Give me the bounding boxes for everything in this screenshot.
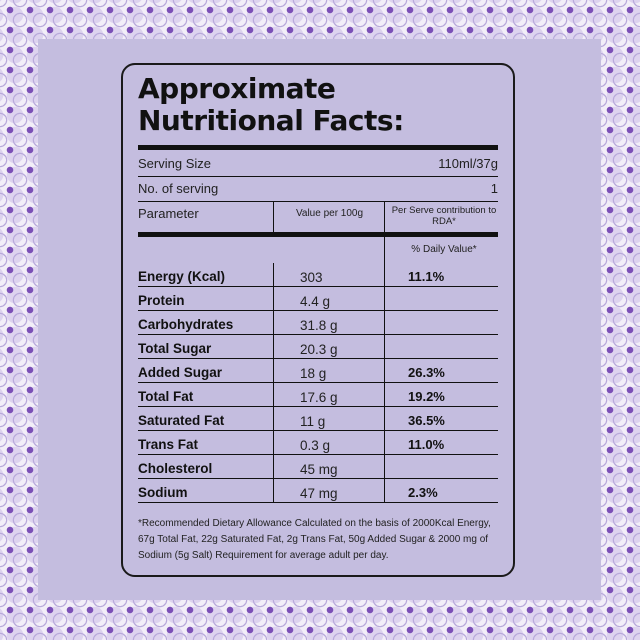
- nutrient-rda: 11.1%: [408, 269, 445, 284]
- column-divider: [384, 263, 385, 503]
- column-header-row: Parameter Value per 100g Per Serve contr…: [138, 202, 498, 232]
- nutrient-value: 31.8 g: [300, 318, 338, 333]
- row-divider: [138, 478, 498, 479]
- nutrient-row: Total Fat 17.6 g 19.2%: [138, 383, 498, 407]
- serving-size-value: 110ml/37g: [438, 156, 498, 171]
- row-divider: [138, 286, 498, 287]
- nutrient-row: Total Sugar 20.3 g: [138, 335, 498, 359]
- nutrition-title: Approximate Nutritional Facts:: [138, 73, 404, 137]
- nutrient-value: 4.4 g: [300, 294, 331, 309]
- column-divider: [384, 237, 385, 287]
- row-divider: [138, 454, 498, 455]
- nutrient-row: Trans Fat 0.3 g 11.0%: [138, 431, 498, 455]
- column-divider: [273, 263, 274, 503]
- rda-footnote: *Recommended Dietary Allowance Calculate…: [138, 518, 491, 561]
- nutrient-name: Energy (Kcal): [138, 269, 226, 284]
- column-divider: [273, 202, 274, 232]
- nutrient-name: Total Fat: [138, 389, 194, 404]
- serving-size-label: Serving Size: [138, 156, 211, 171]
- column-divider: [384, 202, 385, 232]
- nutrient-name: Carbohydrates: [138, 317, 234, 332]
- row-divider: [138, 430, 498, 431]
- nutrient-rda: 11.0%: [408, 437, 445, 452]
- divider: [138, 201, 498, 202]
- nutrient-name: Total Sugar: [138, 341, 212, 356]
- nutrient-row: Added Sugar 18 g 26.3%: [138, 359, 498, 383]
- serving-size-row: Serving Size 110ml/37g: [138, 152, 498, 176]
- top-thick-rule: [138, 145, 498, 150]
- nutrient-value: 45 mg: [300, 462, 338, 477]
- nutrient-row: Saturated Fat 11 g 36.5%: [138, 407, 498, 431]
- nutrient-row: Sodium 47 mg 2.3%: [138, 479, 498, 503]
- title-line-1: Approximate: [138, 72, 336, 105]
- nutrient-row: Protein 4.4 g: [138, 287, 498, 311]
- nutrient-name: Added Sugar: [138, 365, 223, 380]
- row-divider: [138, 382, 498, 383]
- divider: [138, 176, 498, 177]
- nutrient-value: 0.3 g: [300, 438, 331, 453]
- nutrient-value: 17.6 g: [300, 390, 338, 405]
- nutrient-name: Cholesterol: [138, 461, 213, 476]
- nutrient-value: 303: [300, 270, 323, 285]
- row-divider: [138, 310, 498, 311]
- nutrient-row: Carbohydrates 31.8 g: [138, 311, 498, 335]
- nutrient-name: Protein: [138, 293, 185, 308]
- servings-row: No. of serving 1: [138, 177, 498, 201]
- nutrient-rda: 36.5%: [408, 413, 445, 428]
- title-line-2: Nutritional Facts:: [138, 104, 404, 137]
- nutrient-name: Saturated Fat: [138, 413, 225, 428]
- nutrient-name: Trans Fat: [138, 437, 199, 452]
- nutrient-rda: 26.3%: [408, 365, 445, 380]
- nutrient-value: 11 g: [300, 414, 326, 429]
- row-divider: [138, 406, 498, 407]
- row-divider: [138, 334, 498, 335]
- daily-value-row: % Daily Value*: [138, 237, 498, 287]
- row-divider: [138, 358, 498, 359]
- nutrition-facts-card: Approximate Nutritional Facts: Serving S…: [121, 63, 515, 577]
- nutrient-name: Sodium: [138, 485, 188, 500]
- column-parameter-header: Parameter: [138, 206, 199, 221]
- daily-value-label: % Daily Value*: [411, 244, 477, 255]
- nutrient-rda: 2.3%: [408, 485, 438, 500]
- nutrient-row: Cholesterol 45 mg: [138, 455, 498, 479]
- column-rda-header: Per Serve contribution to RDA*: [391, 205, 497, 227]
- servings-value: 1: [490, 181, 498, 196]
- nutrient-value: 20.3 g: [300, 342, 338, 357]
- header-thick-rule: [138, 232, 498, 237]
- nutrient-value: 18 g: [300, 366, 327, 381]
- column-value-header: Value per 100g: [295, 208, 364, 219]
- nutrient-value: 47 mg: [300, 486, 338, 501]
- row-divider: [138, 502, 498, 503]
- nutrient-row: Energy (Kcal) 303 11.1%: [138, 263, 498, 287]
- servings-label: No. of serving: [138, 181, 219, 196]
- nutrient-rda: 19.2%: [408, 389, 445, 404]
